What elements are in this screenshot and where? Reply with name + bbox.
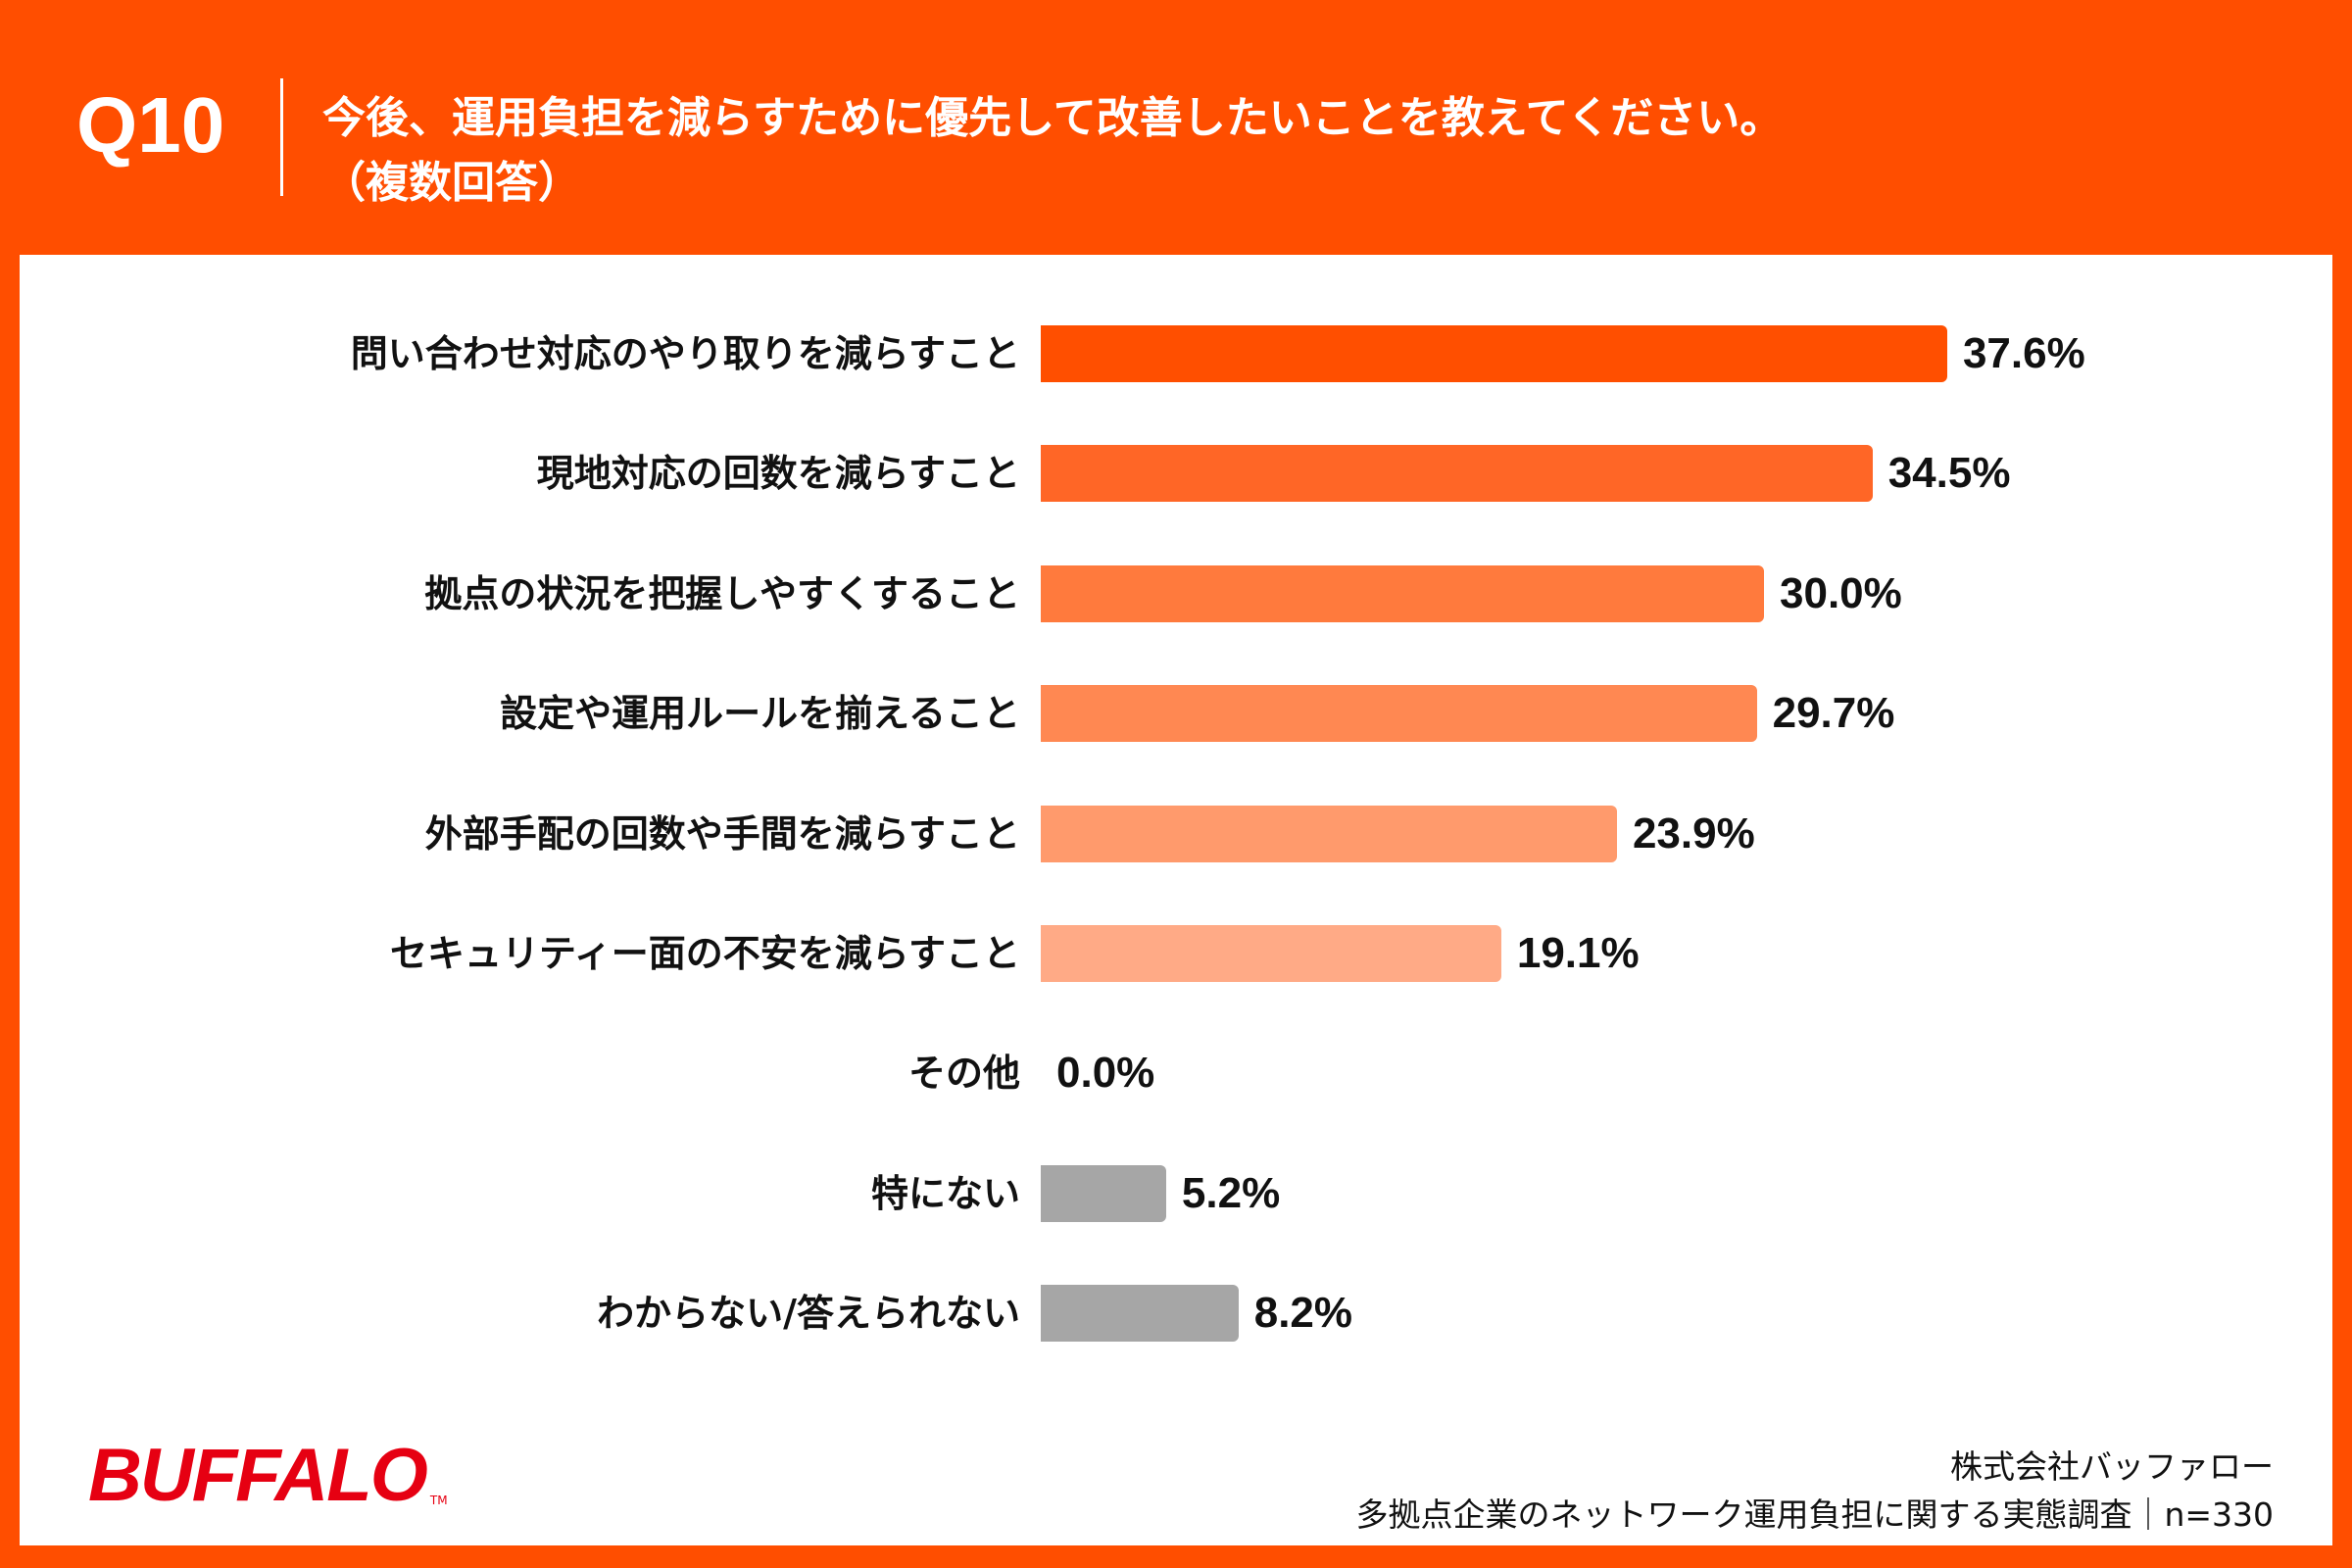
value-label: 30.0% <box>1780 568 1902 617</box>
category-label: その他 <box>907 1052 1020 1096</box>
footer-survey: 多拠点企業のネットワーク運用負担に関する実態調査｜n=330 <box>1355 1495 2274 1534</box>
value-label: 19.1% <box>1516 929 1640 977</box>
bar <box>1041 1164 1166 1222</box>
bar-row: その他 0.0% <box>0 1045 2352 1102</box>
title-line-1: 今後、運用負担を減らすために優先して改善したいことを教えてください。 <box>322 93 1784 143</box>
category-label: 拠点の状況を把握しやすくすること <box>424 571 1020 615</box>
value-label: 29.7% <box>1772 689 1895 738</box>
category-label: セキュリティー面の不安を減らすこと <box>390 932 1020 975</box>
bar <box>1041 685 1757 743</box>
logo-trademark: TM <box>429 1494 448 1507</box>
buffalo-logo-group: BUFFALO TM <box>88 1437 448 1515</box>
bar-row: 外部手配の回数や手間を減らすこと 23.9% <box>0 805 2352 862</box>
buffalo-logo: BUFFALO <box>88 1434 428 1517</box>
bar <box>1041 564 1764 622</box>
value-label: 8.2% <box>1253 1289 1353 1338</box>
bar <box>1041 805 1617 862</box>
question-title: 今後、運用負担を減らすために優先して改善したいことを教えてください。 （複数回答… <box>322 86 1783 216</box>
bar-row: 現地対応の回数を減らすこと 34.5% <box>0 445 2352 503</box>
bar <box>1041 445 1873 503</box>
category-label: 問い合わせ対応のやり取りを減らすこと <box>350 332 1020 375</box>
bar-row: 特にない 5.2% <box>0 1164 2352 1222</box>
bar-row: わからない/答えられない 8.2% <box>0 1285 2352 1343</box>
question-number: Q10 <box>76 81 225 169</box>
bar-row: 拠点の状況を把握しやすくすること 30.0% <box>0 564 2352 622</box>
bar <box>1041 325 1947 382</box>
category-label: 現地対応の回数を減らすこと <box>536 452 1020 496</box>
category-label: わからない/答えられない <box>597 1292 1020 1336</box>
footer-company: 株式会社バッファロー <box>1950 1447 2274 1486</box>
value-label: 5.2% <box>1181 1168 1281 1217</box>
category-label: 特にない <box>870 1171 1020 1215</box>
value-label: 0.0% <box>1056 1049 1155 1098</box>
category-label: 設定や運用ルールを揃えること <box>500 692 1020 736</box>
value-label: 37.6% <box>1962 329 2085 377</box>
bar-row: セキュリティー面の不安を減らすこと 19.1% <box>0 925 2352 982</box>
bar <box>1041 1285 1239 1343</box>
bar-row: 設定や運用ルールを揃えること 29.7% <box>0 685 2352 743</box>
title-line-2: （複数回答） <box>322 158 581 208</box>
category-label: 外部手配の回数や手間を減らすこと <box>424 811 1020 856</box>
value-label: 23.9% <box>1632 808 1755 858</box>
header-divider <box>280 78 283 196</box>
value-label: 34.5% <box>1887 449 2011 498</box>
bar <box>1041 925 1501 982</box>
bar-row: 問い合わせ対応のやり取りを減らすこと 37.6% <box>0 325 2352 382</box>
